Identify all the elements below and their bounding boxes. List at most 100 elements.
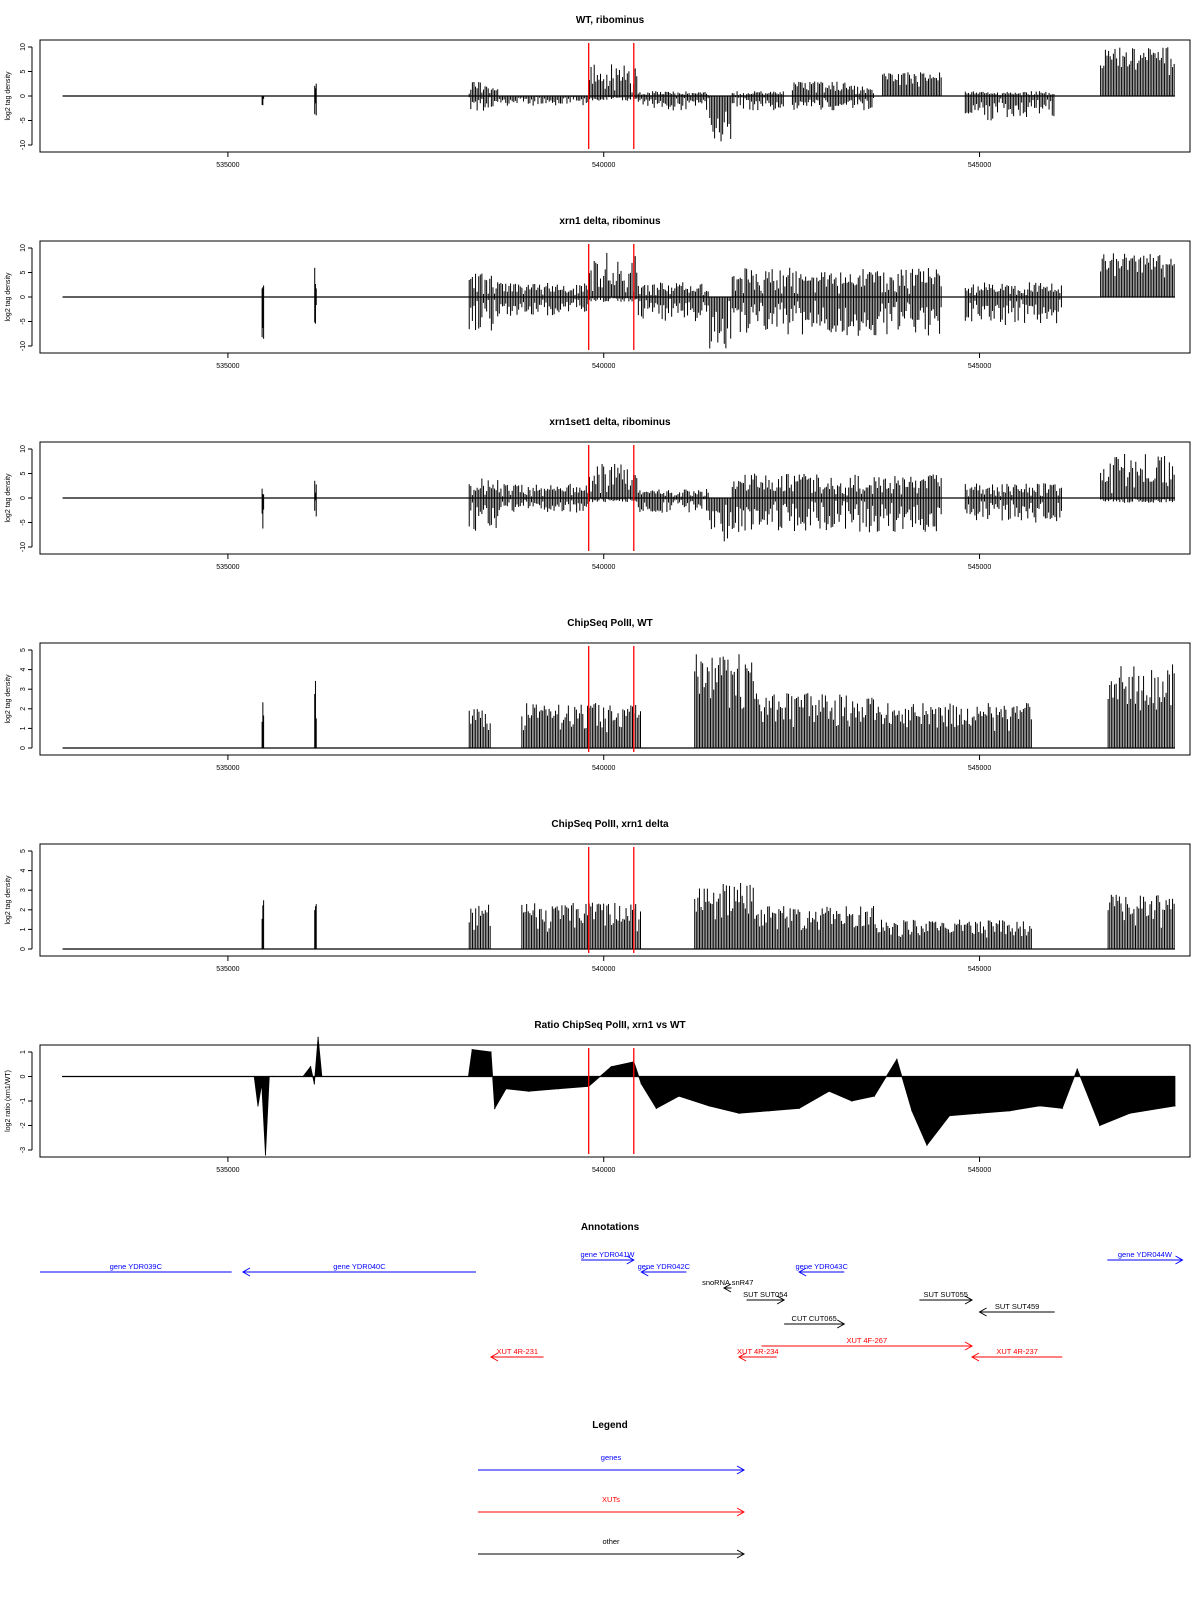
arrowhead-icon [736, 1549, 746, 1559]
y-axis: -10 -5 0 5 10 [20, 244, 33, 351]
annotation-label: snoRNA snR47 [702, 1278, 753, 1287]
bar-cluster-7 [709, 96, 732, 142]
arrowhead-icon [626, 1255, 635, 1265]
ratio-point [948, 1115, 951, 1117]
annotation-label: XUT 4F-267 [846, 1336, 887, 1345]
data-marks [261, 654, 1175, 748]
ratio-point [527, 1090, 530, 1092]
legend-item-genes: genes [478, 1453, 746, 1475]
ratio-point [490, 1051, 492, 1053]
legend-label: genes [601, 1453, 622, 1462]
ratio-point [494, 1107, 496, 1109]
annotation-xut-4r-234: XUT 4R-234 [737, 1347, 779, 1362]
plot-frame [39, 1044, 1191, 1158]
ratio-point [1039, 1105, 1041, 1107]
arrowhead-icon [640, 1267, 649, 1277]
bar-cluster-5 [694, 882, 754, 949]
y-axis-label: log2 tag density [5, 473, 12, 523]
data-marks [61, 1036, 1176, 1156]
y-tick-label: 5 [20, 69, 27, 73]
arrowhead-icon [722, 1283, 732, 1293]
ratio-point [738, 1112, 740, 1114]
annotation-sut-sut055: SUT SUT055 [919, 1290, 974, 1305]
ratio-point [1061, 1107, 1063, 1109]
ratio-point [896, 1058, 898, 1060]
annotation-label: CUT CUT065 [792, 1314, 837, 1323]
bar-cluster-2 [314, 904, 317, 949]
x-tick-label: 545000 [968, 765, 991, 772]
bar-cluster-8 [731, 91, 784, 111]
bar-cluster-6 [637, 282, 709, 322]
x-tick-label: 540000 [592, 564, 615, 571]
ratio-point [926, 1144, 928, 1146]
y-axis-label: log2 tag density [5, 272, 12, 322]
ratio-point [253, 1075, 255, 1078]
y-tick-label: 1 [20, 726, 27, 730]
bar-cluster-6 [754, 693, 875, 748]
annotation-label: gene YDR041W [580, 1250, 635, 1259]
y-tick-label: -10 [20, 140, 27, 150]
arrowhead-icon [489, 1352, 499, 1362]
legend-item-xuts: XUTs [478, 1495, 746, 1517]
x-tick-label: 540000 [592, 363, 615, 370]
bar-cluster-7 [874, 703, 1032, 748]
bar-cluster-8 [1107, 894, 1175, 949]
data-marks [261, 47, 1175, 142]
y-tick-label: 4 [20, 668, 27, 672]
annotation-gene-ydr042c: gene YDR042C [638, 1262, 691, 1277]
y-tick-label: -5 [20, 519, 27, 525]
arrowhead-icon [836, 1319, 846, 1329]
bar-cluster-2 [314, 480, 317, 517]
x-axis: 535000 540000 545000 [216, 956, 991, 973]
annotation-gene-ydr039c: gene YDR039C [40, 1262, 232, 1273]
bar-cluster-1 [261, 285, 265, 339]
annotation-label: gene YDR040C [333, 1262, 386, 1271]
bar-cluster-8 [731, 267, 942, 336]
annotation-label: XUT 4R-231 [497, 1347, 539, 1356]
bar-cluster-7 [709, 297, 732, 349]
y-tick-label: -3 [20, 1147, 27, 1153]
annotation-cut-cut065: CUT CUT065 [784, 1314, 846, 1329]
annotation-label: SUT SUT459 [995, 1302, 1039, 1311]
annotation-label: gene YDR044W [1118, 1250, 1173, 1259]
ratio-point [261, 1083, 263, 1085]
ratio-point [768, 1110, 770, 1112]
annotation-label: gene YDR039C [110, 1262, 163, 1271]
x-tick-label: 535000 [216, 162, 239, 169]
legend-label: XUTs [602, 1495, 620, 1504]
ratio-point [317, 1036, 319, 1038]
annotation-sut-sut459: SUT SUT459 [978, 1302, 1055, 1317]
ratio-point [302, 1075, 304, 1078]
bar-cluster-9 [964, 282, 1062, 326]
y-tick-label: 1 [20, 1050, 27, 1054]
ratio-point [467, 1075, 470, 1078]
y-axis-label: log2 tag density [5, 875, 12, 925]
y-tick-label: -5 [20, 117, 27, 123]
data-marks [261, 252, 1175, 349]
annotation-label: gene YDR042C [638, 1262, 691, 1271]
plot-frame [39, 843, 1191, 957]
bar-cluster-1 [261, 96, 265, 106]
y-axis: -10 -5 0 5 10 [20, 43, 33, 150]
annotations-panel: Annotations gene YDR039C gene YDR040C gene … [40, 1222, 1184, 1362]
legend-title: Legend [592, 1420, 628, 1431]
x-tick-label: 545000 [968, 162, 991, 169]
x-tick-label: 535000 [216, 564, 239, 571]
bar-cluster-10 [882, 72, 942, 96]
y-axis-label: log2 ratio (xrn1/WT) [5, 1070, 12, 1132]
legend-panel: Legend genes XUTs other [478, 1420, 746, 1559]
bar-cluster-4 [498, 96, 589, 106]
y-axis: 0 1 2 3 4 5 [20, 849, 33, 951]
y-tick-label: 10 [20, 445, 27, 453]
bar-cluster-5 [694, 654, 754, 748]
ratio-point [61, 1075, 64, 1078]
bar-cluster-10 [1100, 253, 1175, 297]
legend-label: other [602, 1537, 620, 1546]
ratio-point [640, 1083, 642, 1085]
ratio-point [268, 1075, 270, 1078]
bar-cluster-2 [314, 680, 317, 748]
bar-cluster-6 [637, 91, 709, 111]
ratio-point [309, 1066, 312, 1068]
chart-panel-4: ChipSeq PolII, WT 0 1 2 3 4 5 log2 tag density 5… [5, 618, 1191, 772]
